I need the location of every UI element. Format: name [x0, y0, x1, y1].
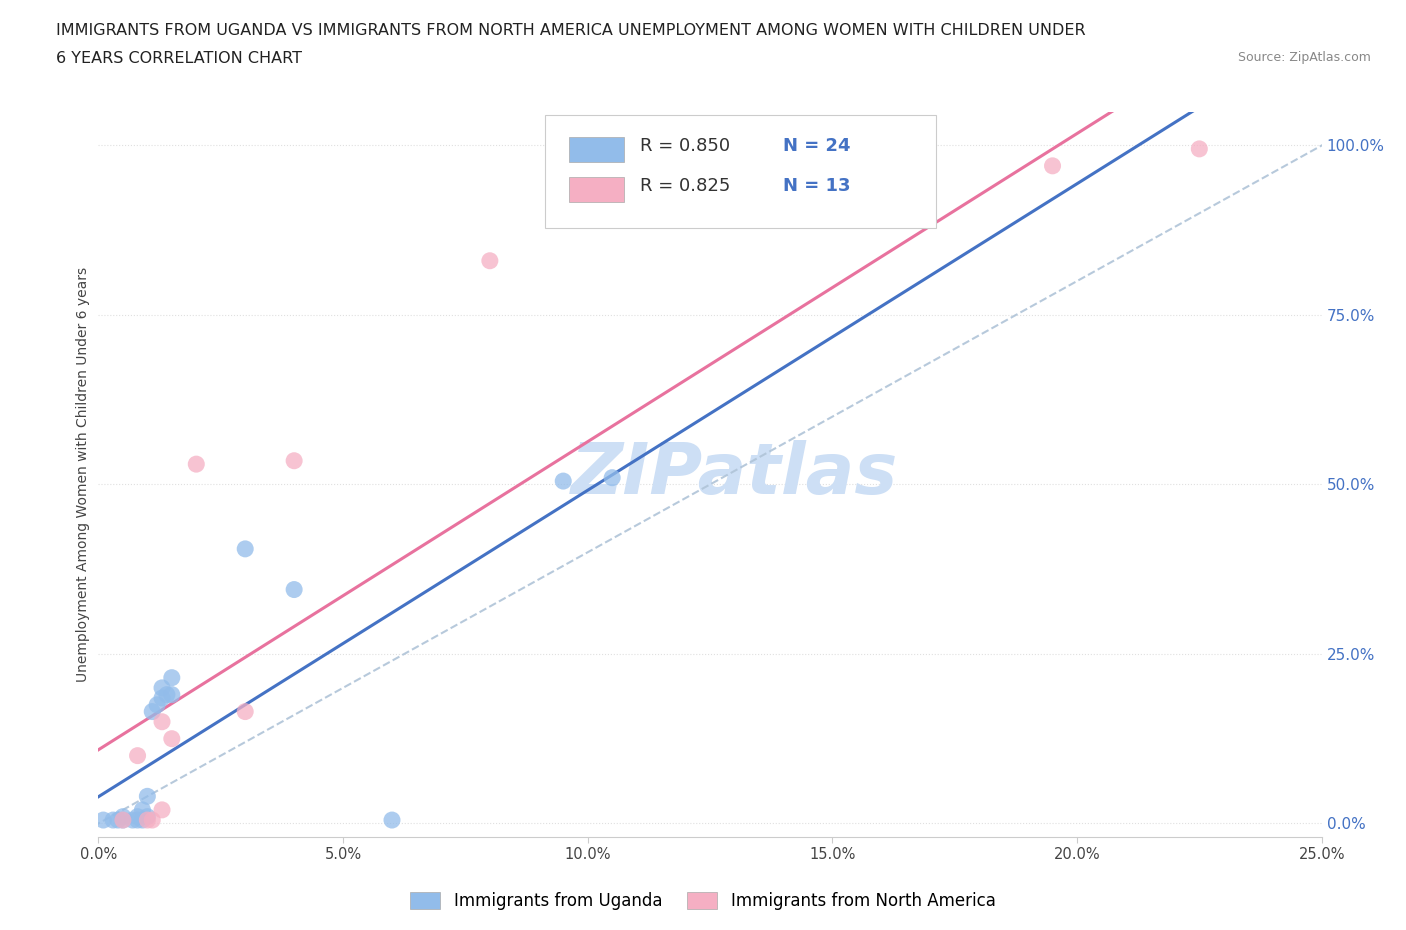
Point: [141, 813, 163, 828]
Point: [150, 691, 173, 706]
Point: [600, 471, 623, 485]
Point: [233, 541, 256, 556]
Point: [156, 687, 179, 702]
Point: [381, 813, 404, 828]
Text: Source: ZipAtlas.com: Source: ZipAtlas.com: [1237, 51, 1371, 64]
Point: [141, 704, 163, 719]
Point: [233, 704, 256, 719]
Point: [127, 749, 149, 764]
Point: [107, 813, 129, 828]
Point: [1188, 141, 1211, 156]
Point: [1042, 158, 1064, 173]
Point: [136, 813, 159, 828]
Text: ZIPatlas: ZIPatlas: [571, 440, 898, 509]
Legend: Immigrants from Uganda, Immigrants from North America: Immigrants from Uganda, Immigrants from …: [404, 885, 1002, 917]
Point: [127, 809, 149, 824]
Point: [111, 809, 134, 824]
FancyBboxPatch shape: [546, 115, 936, 228]
Text: IMMIGRANTS FROM UGANDA VS IMMIGRANTS FROM NORTH AMERICA UNEMPLOYMENT AMONG WOMEN: IMMIGRANTS FROM UGANDA VS IMMIGRANTS FRO…: [56, 23, 1085, 38]
Point: [111, 813, 134, 828]
Point: [91, 813, 114, 828]
Text: R = 0.825: R = 0.825: [640, 178, 731, 195]
Point: [160, 687, 183, 702]
Point: [131, 803, 153, 817]
Text: R = 0.850: R = 0.850: [640, 137, 731, 154]
Point: [478, 253, 501, 268]
Point: [131, 813, 153, 828]
Point: [283, 453, 305, 468]
Point: [146, 698, 169, 712]
Text: N = 24: N = 24: [783, 137, 851, 154]
Point: [150, 681, 173, 696]
Point: [127, 813, 149, 828]
Text: 6 YEARS CORRELATION CHART: 6 YEARS CORRELATION CHART: [56, 51, 302, 66]
Point: [186, 457, 208, 472]
FancyBboxPatch shape: [569, 137, 624, 163]
Y-axis label: Unemployment Among Women with Children Under 6 years: Unemployment Among Women with Children U…: [76, 267, 90, 682]
Point: [150, 803, 173, 817]
Text: N = 13: N = 13: [783, 178, 851, 195]
Point: [160, 671, 183, 685]
Point: [136, 789, 159, 804]
Point: [111, 813, 134, 828]
Point: [283, 582, 305, 597]
FancyBboxPatch shape: [569, 177, 624, 203]
Point: [150, 714, 173, 729]
Point: [136, 809, 159, 824]
Point: [160, 731, 183, 746]
Point: [101, 813, 124, 828]
Point: [553, 473, 575, 488]
Point: [121, 813, 143, 828]
